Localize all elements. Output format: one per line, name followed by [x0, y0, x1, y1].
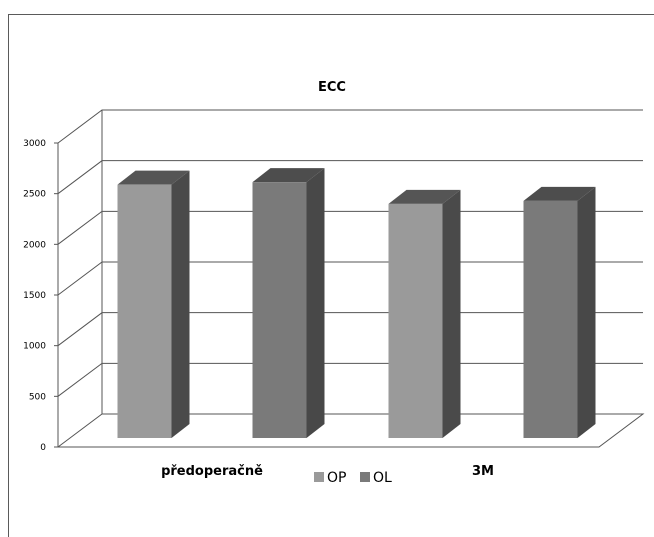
- y-tick-label: 1000: [23, 342, 46, 352]
- bar-op-1: [388, 189, 461, 438]
- category-label-preoperative: předoperačně: [161, 464, 263, 479]
- frame-top-border: [8, 14, 654, 15]
- bar-top: [523, 186, 596, 201]
- y-tick-label: 2000: [23, 240, 46, 250]
- bar-front: [388, 203, 443, 438]
- category-label-3m: 3M: [472, 464, 494, 479]
- chart-title: ECC: [318, 80, 346, 95]
- bar-front: [117, 184, 172, 438]
- legend: OP OL: [314, 470, 392, 486]
- y-axis-ticks: 0 500 1000 1500 2000 2500 3000: [23, 139, 58, 453]
- y-tick-label: 3000: [23, 139, 46, 149]
- bars: [117, 168, 596, 438]
- bar-op-0: [117, 170, 190, 438]
- bar-side: [577, 186, 596, 438]
- y-tick-label: 500: [29, 392, 46, 402]
- gridlines: [57, 109, 643, 397]
- legend-label-op: OP: [327, 470, 346, 486]
- bar-side: [171, 170, 190, 438]
- bar-side: [442, 189, 461, 438]
- y-tick-label: 2500: [23, 190, 46, 200]
- legend-label-ol: OL: [373, 470, 392, 486]
- bar-front: [252, 182, 307, 438]
- bar-top: [388, 189, 461, 204]
- bar-top: [252, 168, 325, 183]
- gridline: [57, 160, 643, 195]
- bar-ol-0: [252, 168, 325, 438]
- gridline: [57, 261, 643, 296]
- gridline: [57, 362, 643, 397]
- y-tick-label: 1500: [23, 291, 46, 301]
- bar-top: [117, 170, 190, 185]
- bar-side: [306, 168, 325, 438]
- y-tick-label: 0: [40, 443, 46, 453]
- gridline: [57, 210, 643, 245]
- gridline: [57, 109, 643, 144]
- legend-swatch-ol: [360, 472, 370, 482]
- chart-floor: [56, 413, 645, 448]
- legend-swatch-op: [314, 472, 324, 482]
- bar-ol-1: [523, 186, 596, 438]
- bar-front: [523, 200, 578, 438]
- frame-left-border: [8, 14, 9, 537]
- gridline: [57, 312, 643, 347]
